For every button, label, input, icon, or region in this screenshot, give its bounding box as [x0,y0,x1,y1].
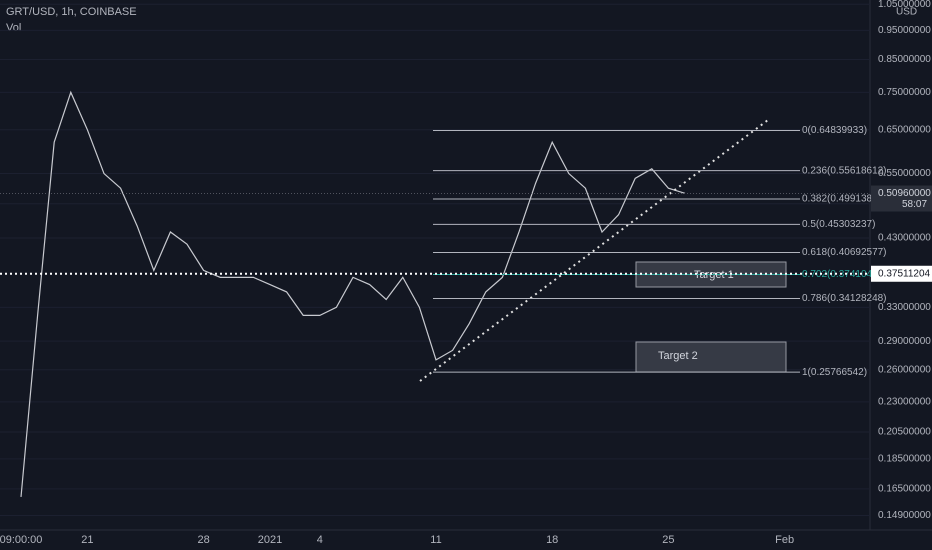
y-tick-label: 1.05000000 [878,0,931,10]
x-tick-label: 09:00:00 [0,534,42,546]
x-tick-label: 18 [546,534,558,546]
x-tick-label: Feb [775,534,794,546]
trend-line [419,119,769,382]
fib-label: 0.618(0.40692577) [802,247,887,258]
y-tick-label: 0.18500000 [878,454,931,465]
fib-label: 0.382(0.49913897) [802,194,887,205]
price-badge-label: 0.37511204 [878,268,931,279]
price-badge [871,185,932,212]
fib-label: 0.236(0.55618612) [802,165,887,176]
fib-label: 0.786(0.34128248) [802,293,887,304]
x-tick-label: 4 [317,534,323,546]
fib-label: 1(0.25766542) [802,367,867,378]
price-badge-label: 0.50960000 [878,188,931,199]
y-tick-label: 0.23000000 [878,396,931,407]
y-tick-label: 0.26000000 [878,364,931,375]
countdown: 58:07 [902,199,927,210]
x-tick-label: 28 [197,534,209,546]
price-badge [871,265,932,282]
fib-label: 0(0.64839933) [802,125,867,136]
y-tick-label: 0.33000000 [878,302,931,313]
y-tick-label: 0.43000000 [878,233,931,244]
x-tick-label: 25 [662,534,674,546]
y-tick-label: 0.14900000 [878,510,931,521]
y-tick-label: 0.85000000 [878,54,931,65]
y-unit: USD [896,7,917,18]
y-tick-label: 0.95000000 [878,25,931,36]
annotation: Target 2 [658,350,698,362]
y-tick-label: 0.55000000 [878,168,931,179]
fib-label: 0.702(0.37410417) [802,269,887,280]
fib-label: 0.5(0.45303237) [802,219,875,230]
x-tick-label: 11 [430,534,441,546]
y-tick-label: 0.75000000 [878,87,931,98]
y-tick-label: 0.29000000 [878,336,931,347]
y-tick-label: 0.20500000 [878,427,931,438]
price-line [20,90,686,497]
x-tick-label: 21 [81,534,93,546]
chart-title: GRT/USD, 1h, COINBASE [6,6,137,18]
x-tick-label: 2021 [258,534,282,546]
chart-subtitle: Vol [6,22,21,34]
y-tick-label: 0.16500000 [878,483,931,494]
y-tick-label: 0.65000000 [878,124,931,135]
